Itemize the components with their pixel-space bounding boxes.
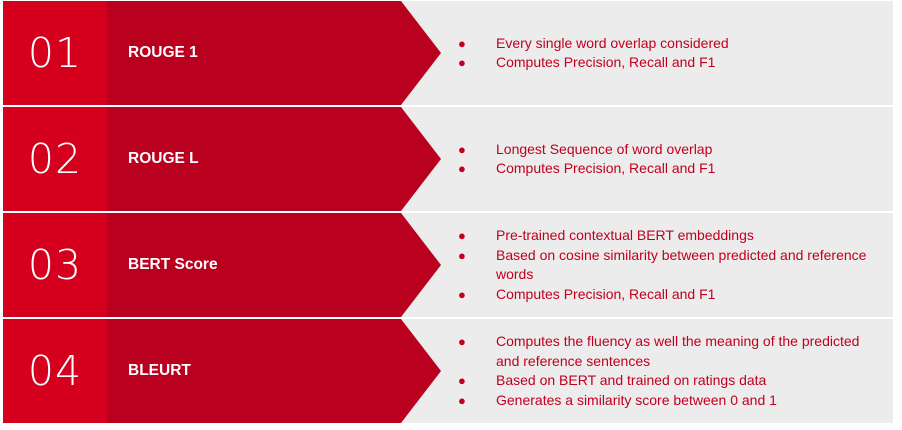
bullet-icon: ● bbox=[458, 161, 466, 176]
bullet-item: ● Generates a similarity score between 0… bbox=[453, 391, 873, 411]
bullet-icon: ● bbox=[458, 373, 466, 388]
row-number: 02 bbox=[3, 107, 107, 211]
bullet-text: Computes Precision, Recall and F1 bbox=[496, 285, 716, 302]
bullet-text: Every single word overlap considered bbox=[496, 34, 729, 51]
arrow-banner bbox=[107, 1, 441, 105]
bullet-text: Based on cosine similarity between predi… bbox=[496, 246, 867, 283]
row-number: 01 bbox=[3, 1, 107, 105]
bullet-text: Computes Precision, Recall and F1 bbox=[496, 160, 716, 176]
bullet-item: ● Pre-trained contextual BERT embeddings bbox=[453, 226, 873, 246]
row-number: 03 bbox=[3, 213, 107, 317]
metric-title: BLEURT bbox=[128, 362, 191, 379]
bullet-list: ● Pre-trained contextual BERT embeddings… bbox=[453, 213, 873, 317]
metric-row-rouge-1: 01 ROUGE 1 ● Every single word overlap c… bbox=[3, 1, 893, 105]
arrow-banner bbox=[107, 107, 441, 211]
bullet-item: ● Computes Precision, Recall and F1 bbox=[453, 285, 873, 305]
bullet-item: ● Based on BERT and trained on ratings d… bbox=[453, 371, 873, 391]
arrow-banner bbox=[107, 213, 441, 317]
metric-title: ROUGE L bbox=[128, 150, 199, 167]
bullet-item: ● Computes Precision, Recall and F1 bbox=[453, 159, 873, 179]
bullet-text: Computes Precision, Recall and F1 bbox=[496, 54, 716, 70]
metric-title: BERT Score bbox=[128, 256, 218, 273]
bullet-item: ● Longest Sequence of word overlap bbox=[453, 140, 873, 160]
bullet-item: ● Computes Precision, Recall and F1 bbox=[453, 53, 873, 73]
bullet-icon: ● bbox=[458, 35, 466, 51]
bullet-icon: ● bbox=[458, 247, 466, 263]
bullet-icon: ● bbox=[458, 141, 466, 157]
bullet-icon: ● bbox=[458, 228, 466, 243]
arrow-banner bbox=[107, 319, 441, 423]
bullet-item: ● Every single word overlap considered bbox=[453, 34, 873, 54]
bullet-list: ● Longest Sequence of word overlap ● Com… bbox=[453, 107, 873, 211]
row-number: 04 bbox=[3, 319, 107, 423]
bullet-text: Based on BERT and trained on ratings dat… bbox=[496, 372, 767, 388]
bullet-item: ● Based on cosine similarity between pre… bbox=[453, 246, 873, 285]
bullet-text: Computes the fluency as well the meaning… bbox=[496, 333, 860, 369]
bullet-text: Longest Sequence of word overlap bbox=[496, 140, 713, 157]
bullet-text: Generates a similarity score between 0 a… bbox=[496, 391, 777, 408]
bullet-item: ● Computes the fluency as well the meani… bbox=[453, 332, 873, 371]
metric-row-rouge-l: 02 ROUGE L ● Longest Sequence of word ov… bbox=[3, 107, 893, 211]
bullet-text: Pre-trained contextual BERT embeddings bbox=[496, 227, 754, 243]
metric-title: ROUGE 1 bbox=[128, 44, 198, 61]
bullet-icon: ● bbox=[458, 392, 466, 408]
metric-row-bleurt: 04 BLEURT ● Computes the fluency as well… bbox=[3, 319, 893, 423]
bullet-icon: ● bbox=[458, 55, 466, 70]
bullet-list: ● Computes the fluency as well the meani… bbox=[453, 319, 873, 423]
bullet-list: ● Every single word overlap considered ●… bbox=[453, 1, 873, 105]
metric-row-bert-score: 03 BERT Score ● Pre-trained contextual B… bbox=[3, 213, 893, 317]
bullet-icon: ● bbox=[458, 286, 466, 302]
bullet-icon: ● bbox=[458, 334, 466, 349]
